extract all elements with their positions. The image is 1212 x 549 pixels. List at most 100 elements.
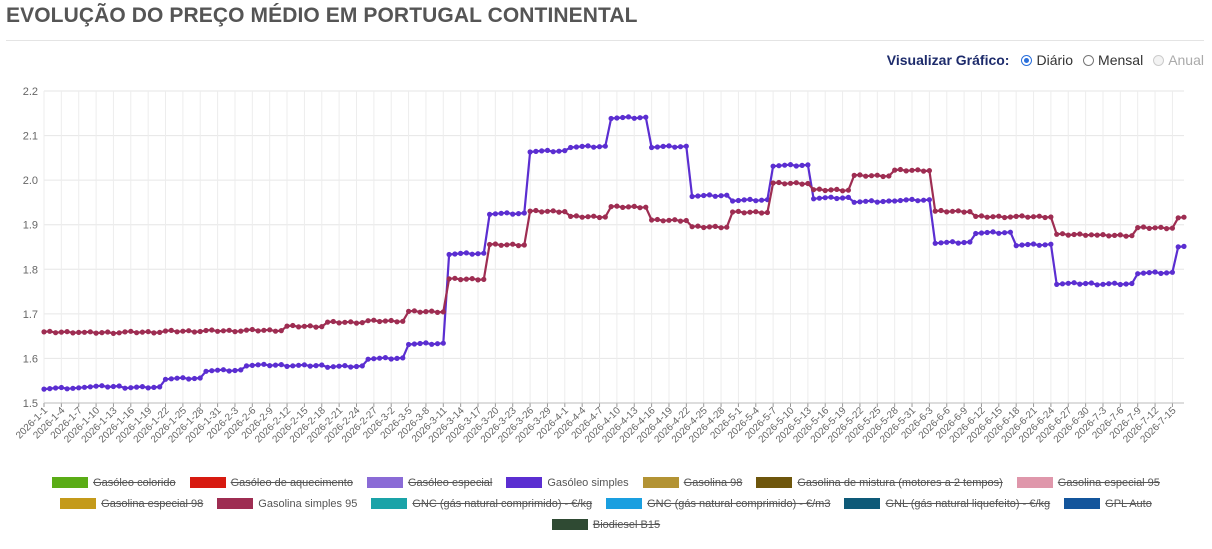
data-point[interactable] bbox=[446, 251, 452, 258]
data-point[interactable] bbox=[411, 308, 417, 314]
data-point[interactable] bbox=[926, 197, 933, 203]
data-point[interactable] bbox=[296, 362, 302, 368]
data-point[interactable] bbox=[180, 328, 186, 334]
data-point[interactable] bbox=[498, 210, 504, 216]
data-point[interactable] bbox=[1007, 229, 1014, 235]
data-point[interactable] bbox=[191, 329, 198, 335]
data-point[interactable] bbox=[336, 363, 342, 369]
data-point[interactable] bbox=[643, 204, 649, 210]
data-point[interactable] bbox=[996, 230, 1002, 236]
data-point[interactable] bbox=[851, 199, 857, 205]
data-point[interactable] bbox=[677, 218, 684, 224]
data-point[interactable] bbox=[53, 330, 59, 336]
data-point[interactable] bbox=[631, 203, 637, 209]
data-point[interactable] bbox=[903, 168, 909, 174]
data-point[interactable] bbox=[591, 144, 597, 150]
data-point[interactable] bbox=[897, 197, 904, 204]
data-point[interactable] bbox=[134, 384, 140, 390]
data-point[interactable] bbox=[672, 144, 678, 150]
data-point[interactable] bbox=[730, 209, 736, 215]
data-point[interactable] bbox=[805, 162, 811, 168]
data-point[interactable] bbox=[863, 173, 869, 179]
data-point[interactable] bbox=[1164, 270, 1170, 276]
data-point[interactable] bbox=[64, 329, 70, 335]
data-point[interactable] bbox=[897, 166, 904, 173]
data-point[interactable] bbox=[353, 363, 360, 370]
data-point[interactable] bbox=[660, 218, 666, 224]
data-point[interactable] bbox=[267, 363, 273, 369]
legend-item[interactable]: Biodiesel B15 bbox=[551, 519, 660, 531]
data-point[interactable] bbox=[458, 250, 464, 256]
data-point[interactable] bbox=[434, 341, 441, 347]
data-point[interactable] bbox=[58, 329, 64, 335]
data-point[interactable] bbox=[689, 224, 695, 230]
data-point[interactable] bbox=[556, 209, 562, 215]
data-point[interactable] bbox=[1002, 214, 1008, 221]
data-point[interactable] bbox=[938, 207, 944, 214]
data-point[interactable] bbox=[811, 187, 817, 193]
data-point[interactable] bbox=[348, 364, 354, 370]
data-point[interactable] bbox=[1106, 233, 1112, 239]
data-point[interactable] bbox=[145, 385, 151, 391]
data-point[interactable] bbox=[1181, 243, 1187, 249]
data-point[interactable] bbox=[984, 214, 990, 220]
data-point[interactable] bbox=[145, 329, 151, 335]
data-point[interactable] bbox=[255, 362, 261, 368]
data-point[interactable] bbox=[666, 217, 672, 223]
legend-item[interactable]: Gasóleo de aquecimento bbox=[189, 477, 353, 489]
data-point[interactable] bbox=[1158, 270, 1164, 276]
data-point[interactable] bbox=[874, 172, 880, 178]
data-point[interactable] bbox=[1077, 281, 1083, 287]
data-point[interactable] bbox=[1117, 281, 1123, 288]
data-point[interactable] bbox=[105, 329, 111, 335]
data-point[interactable] bbox=[573, 144, 580, 150]
legend-item[interactable]: Gasóleo simples bbox=[506, 477, 629, 489]
data-point[interactable] bbox=[521, 210, 527, 216]
data-point[interactable] bbox=[840, 195, 846, 201]
data-point[interactable] bbox=[105, 384, 111, 390]
data-point[interactable] bbox=[255, 328, 261, 334]
data-point[interactable] bbox=[527, 149, 533, 155]
data-point[interactable] bbox=[585, 143, 591, 149]
data-point[interactable] bbox=[261, 361, 267, 367]
data-point[interactable] bbox=[261, 327, 267, 333]
data-point[interactable] bbox=[139, 384, 145, 390]
data-point[interactable] bbox=[220, 328, 226, 334]
data-point[interactable] bbox=[949, 239, 956, 245]
data-point[interactable] bbox=[770, 180, 776, 186]
data-point[interactable] bbox=[909, 167, 915, 173]
data-point[interactable] bbox=[637, 205, 643, 211]
data-point[interactable] bbox=[724, 224, 730, 230]
data-point[interactable] bbox=[434, 309, 441, 315]
data-point[interactable] bbox=[128, 328, 134, 334]
data-point[interactable] bbox=[492, 241, 498, 247]
data-point[interactable] bbox=[909, 196, 915, 202]
data-point[interactable] bbox=[99, 383, 105, 389]
data-point[interactable] bbox=[654, 144, 661, 150]
data-point[interactable] bbox=[81, 329, 88, 335]
data-point[interactable] bbox=[579, 214, 585, 220]
data-point[interactable] bbox=[649, 217, 655, 223]
data-point[interactable] bbox=[1106, 281, 1112, 287]
data-point[interactable] bbox=[162, 328, 169, 334]
data-point[interactable] bbox=[851, 172, 857, 178]
data-point[interactable] bbox=[174, 329, 180, 335]
data-point[interactable] bbox=[695, 223, 701, 229]
data-point[interactable] bbox=[741, 210, 747, 216]
data-point[interactable] bbox=[782, 162, 788, 168]
data-point[interactable] bbox=[562, 209, 568, 215]
data-point[interactable] bbox=[272, 362, 279, 368]
data-point[interactable] bbox=[394, 355, 400, 361]
data-point[interactable] bbox=[984, 229, 990, 236]
data-point[interactable] bbox=[1019, 213, 1025, 219]
data-point[interactable] bbox=[747, 196, 753, 202]
data-point[interactable] bbox=[666, 143, 672, 149]
data-point[interactable] bbox=[521, 242, 527, 248]
data-point[interactable] bbox=[1135, 271, 1141, 277]
data-point[interactable] bbox=[452, 275, 458, 281]
data-point[interactable] bbox=[996, 213, 1002, 219]
data-point[interactable] bbox=[325, 364, 331, 370]
data-point[interactable] bbox=[1140, 270, 1147, 276]
data-point[interactable] bbox=[811, 196, 817, 202]
data-point[interactable] bbox=[515, 211, 522, 217]
